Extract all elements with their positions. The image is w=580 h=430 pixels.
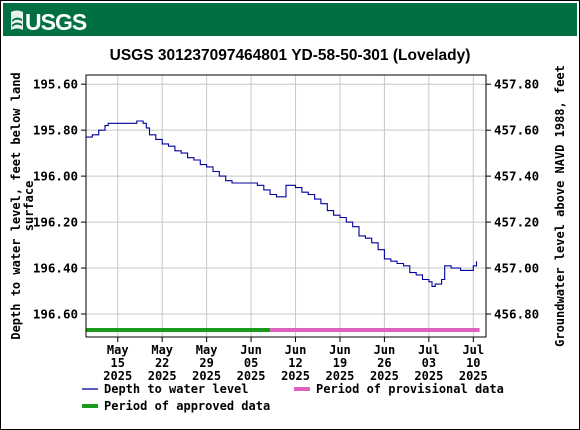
y-right-tick-label: 456.80 [494,307,539,322]
legend-label: Period of approved data [104,399,270,413]
usgs-banner: USGS [3,3,577,36]
y-tick-label: 196.60 [33,307,78,322]
x-tick-label: 2025 [192,369,221,383]
x-tick-label: Jul [462,343,484,357]
series-group [86,120,478,287]
y-right-tick-label: 457.80 [494,77,539,92]
x-tick-label: 2025 [459,369,488,383]
x-tick-label: May [107,343,129,357]
x-tick-label: 2025 [148,369,177,383]
y-tick-label: 195.60 [33,77,78,92]
x-tick-label: Jun [240,343,262,357]
period-bar [270,328,480,332]
svg-text:USGS: USGS [25,9,87,34]
x-tick-label: 2025 [237,369,266,383]
x-tick-label: 03 [422,356,436,370]
y-tick-label: 195.80 [33,123,78,138]
x-tick-label: 22 [155,356,169,370]
x-tick-label: May [151,343,173,357]
y-axis-label-left: Depth to water level, feet below landsur… [9,72,36,339]
legend: Depth to water level Period of provisiona… [82,382,504,413]
x-tick-label: 2025 [103,369,132,383]
x-axis: May152025May222025May292025Jun052025Jun1… [103,337,488,383]
x-tick-label: May [196,343,218,357]
plot-border [85,74,487,338]
y-tick-label: 196.40 [33,261,78,276]
x-tick-label: 2025 [326,369,355,383]
legend-swatch [82,404,98,408]
y-right-tick-label: 457.00 [494,261,539,276]
legend-swatch [294,387,310,391]
y-axis-label-right: Groundwater level above NAVD 1988, feet [553,65,567,347]
x-tick-label: 2025 [370,369,399,383]
x-tick-label: 12 [288,356,302,370]
x-tick-label: Jun [329,343,351,357]
x-tick-label: 2025 [281,369,310,383]
legend-label: Depth to water level [104,382,249,396]
y-tick-label: 196.20 [33,215,78,230]
y-right-tick-label: 457.60 [494,123,539,138]
x-tick-label: 15 [111,356,125,370]
y-right-tick-label: 457.20 [494,215,539,230]
left-axis: 195.60 195.80 196.00 196.20 196.40 196.60 [33,77,86,322]
x-tick-label: 05 [244,356,258,370]
x-tick-label: 19 [333,356,347,370]
legend-label: Period of provisional data [316,382,504,396]
x-tick-label: Jul [418,343,440,357]
x-tick-label: Jun [285,343,307,357]
grid-lines [86,75,486,337]
period-bar [86,328,271,332]
x-tick-label: 26 [377,356,391,370]
y-right-tick-label: 457.40 [494,169,539,184]
x-tick-label: 10 [466,356,480,370]
series-line [86,120,478,287]
data-periods [86,328,480,332]
x-tick-label: 2025 [414,369,443,383]
y-tick-label: 196.00 [33,169,78,184]
right-axis: 457.80 457.60 457.40 457.20 457.00 456.80 [486,77,539,322]
chart-title: USGS 301237097464801 YD-58-50-301 (Lovel… [110,47,471,64]
usgs-logo: USGS [11,9,88,34]
x-tick-label: 29 [199,356,213,370]
x-tick-label: Jun [374,343,396,357]
